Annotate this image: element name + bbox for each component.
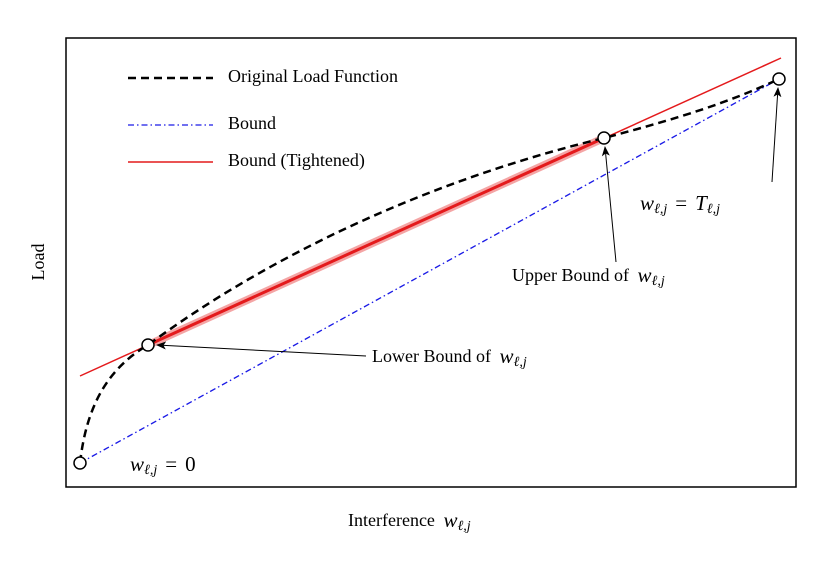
text-part: w (130, 452, 144, 476)
text-part: w (637, 263, 651, 287)
tightened-segment (147, 136, 605, 347)
x-axis-label: Interference wℓ,j (348, 508, 471, 534)
text-part: ℓ,j (457, 519, 470, 534)
point (73, 456, 87, 470)
text-part: = (675, 191, 687, 215)
text-part: Upper Bound of (512, 265, 629, 285)
load-function-curve (78, 77, 780, 464)
arrow (771, 87, 782, 183)
text-part: w (499, 344, 513, 368)
annotation: wℓ,j = Tℓ,j (640, 191, 720, 217)
text-part: Lower Bound of (372, 346, 491, 366)
text-part: w (640, 191, 654, 215)
plot-frame (65, 37, 797, 488)
legend-label: Original Load Function (228, 66, 398, 86)
text-part: 0 (185, 452, 196, 476)
point (141, 338, 155, 352)
legend-label: Bound (Tightened) (228, 150, 365, 171)
text-part: ℓ,j (514, 355, 527, 370)
annotation: Lower Bound of wℓ,j (372, 344, 527, 370)
text-part: ℓ,j (652, 274, 665, 289)
point (772, 72, 786, 86)
annotation: wℓ,j = 0 (130, 452, 196, 478)
point (597, 131, 611, 145)
text-part: ℓ,j (707, 202, 720, 217)
legend-label: Bound (228, 113, 276, 133)
arrow (601, 146, 617, 263)
text-part: w (443, 508, 457, 532)
text-part: T (695, 191, 708, 215)
arrow (156, 341, 367, 357)
bound-line (79, 78, 780, 464)
annotation: Upper Bound of wℓ,j (512, 263, 665, 289)
text-part: Interference (348, 510, 435, 530)
text-part: ℓ,j (654, 202, 667, 217)
text-part: ℓ,j (144, 463, 157, 478)
y-axis-label: Load (28, 244, 48, 281)
text-part: = (165, 452, 177, 476)
